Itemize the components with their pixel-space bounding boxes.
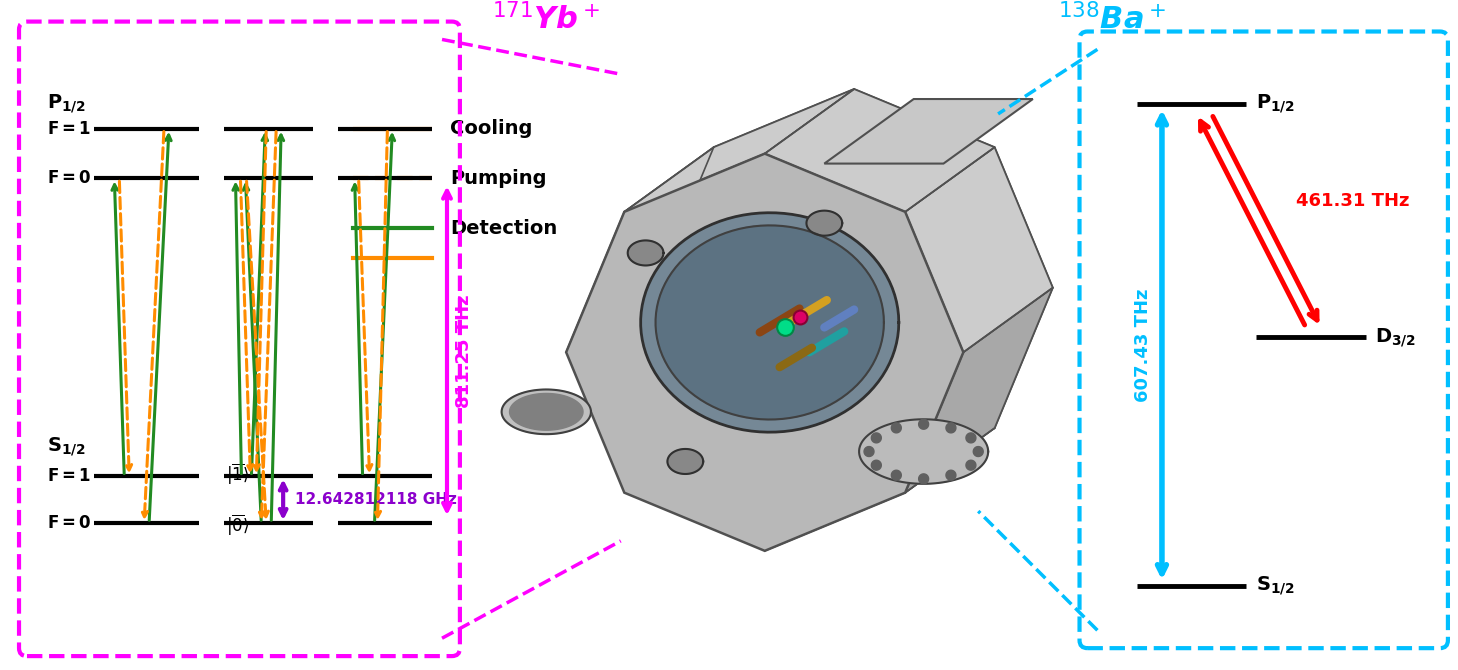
Polygon shape — [765, 89, 994, 212]
Text: $\mathbf{S_{1/2}}$: $\mathbf{S_{1/2}}$ — [1257, 574, 1295, 597]
Text: $\mathbf{P_{1/2}}$: $\mathbf{P_{1/2}}$ — [47, 92, 86, 115]
Text: $\mathbf{S_{1/2}}$: $\mathbf{S_{1/2}}$ — [47, 435, 86, 458]
Polygon shape — [974, 447, 983, 456]
Text: $|\overline{1}\rangle$: $|\overline{1}\rangle$ — [226, 462, 249, 487]
Polygon shape — [865, 447, 873, 456]
Text: 461.31 THz: 461.31 THz — [1296, 192, 1410, 210]
Text: Pumping: Pumping — [451, 169, 547, 188]
Polygon shape — [656, 89, 1053, 486]
Polygon shape — [509, 393, 583, 430]
Text: 12.642812118 GHz: 12.642812118 GHz — [295, 492, 456, 507]
Polygon shape — [566, 153, 964, 551]
Polygon shape — [668, 449, 703, 474]
Polygon shape — [859, 419, 989, 484]
Text: $^{171}$Yb$^+$: $^{171}$Yb$^+$ — [491, 3, 599, 36]
Polygon shape — [967, 433, 975, 443]
Polygon shape — [824, 99, 1032, 163]
Polygon shape — [905, 147, 1053, 352]
Polygon shape — [872, 460, 881, 470]
Polygon shape — [624, 89, 854, 212]
Polygon shape — [628, 241, 663, 265]
Polygon shape — [891, 470, 901, 480]
Polygon shape — [946, 423, 956, 433]
Polygon shape — [640, 213, 898, 432]
Polygon shape — [891, 423, 901, 433]
Text: $|\overline{0}\rangle$: $|\overline{0}\rangle$ — [226, 513, 249, 537]
Text: 811.25 THz: 811.25 THz — [455, 294, 472, 407]
Text: $\mathbf{F=0}$: $\mathbf{F=0}$ — [47, 170, 92, 188]
Polygon shape — [656, 225, 884, 419]
Text: $\mathbf{P_{1/2}}$: $\mathbf{P_{1/2}}$ — [1257, 92, 1295, 115]
Text: $\mathbf{F=0}$: $\mathbf{F=0}$ — [47, 514, 92, 532]
Polygon shape — [806, 210, 843, 236]
Text: $\mathbf{F=1}$: $\mathbf{F=1}$ — [47, 120, 90, 138]
Polygon shape — [502, 389, 590, 434]
Text: $\mathbf{F=1}$: $\mathbf{F=1}$ — [47, 468, 90, 485]
Text: $\mathbf{D_{3/2}}$: $\mathbf{D_{3/2}}$ — [1375, 326, 1416, 349]
Text: 607.43 THz: 607.43 THz — [1134, 288, 1152, 401]
Polygon shape — [967, 460, 975, 470]
Text: Cooling: Cooling — [451, 119, 532, 138]
Text: $^{138}$Ba$^+$: $^{138}$Ba$^+$ — [1057, 3, 1165, 36]
Text: Detection: Detection — [451, 218, 557, 238]
Polygon shape — [905, 287, 1053, 492]
Polygon shape — [872, 433, 881, 443]
Polygon shape — [765, 428, 994, 551]
Polygon shape — [946, 470, 956, 480]
Polygon shape — [566, 147, 713, 352]
Polygon shape — [919, 474, 929, 484]
Polygon shape — [919, 419, 929, 429]
